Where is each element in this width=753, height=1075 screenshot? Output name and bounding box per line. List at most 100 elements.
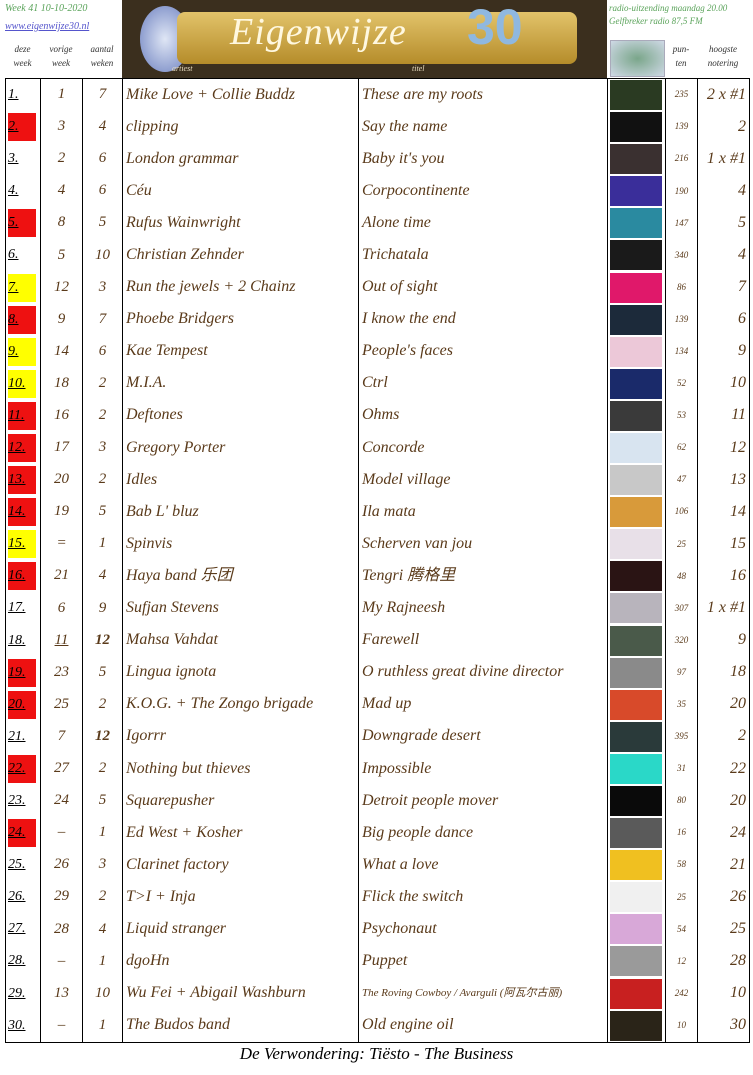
- highest-position: 2: [697, 720, 750, 753]
- footer-note: De Verwondering: Tiësto - The Business: [239, 1044, 514, 1063]
- previous-week: 5: [40, 239, 83, 272]
- points: 340: [665, 239, 698, 272]
- album-cover-image: [610, 978, 662, 1009]
- highest-position: 25: [697, 913, 750, 946]
- previous-week: 19: [40, 496, 83, 529]
- rank: 28.: [5, 945, 41, 978]
- rank: 29.: [5, 977, 41, 1010]
- weeks-count: 3: [82, 849, 123, 882]
- song-title: Concorde: [358, 431, 608, 465]
- highest-position: 6: [697, 303, 750, 336]
- album-cover-image: [610, 465, 662, 496]
- previous-week: 25: [40, 688, 83, 721]
- banner-bar: [177, 12, 577, 64]
- points: 25: [665, 528, 698, 561]
- artist: Mahsa Vahdat: [122, 624, 359, 657]
- highest-position: 9: [697, 335, 750, 368]
- highest-position: 11: [697, 399, 750, 432]
- artist: Run the jewels + 2 Chainz: [122, 271, 359, 304]
- artist: Haya band 乐团: [122, 560, 359, 593]
- points: 307: [665, 592, 698, 625]
- col-this-week-line1: deze: [14, 44, 31, 54]
- cover: [607, 752, 666, 785]
- cover: [607, 624, 666, 657]
- rank: 14.: [5, 496, 41, 529]
- rank-value: 14.: [8, 498, 36, 527]
- artist: Mike Love + Collie Buddz: [122, 78, 359, 111]
- rank-value: 25.: [8, 857, 26, 873]
- cover: [607, 560, 666, 593]
- album-cover-image: [610, 850, 662, 881]
- points: 320: [665, 624, 698, 657]
- rank: 19.: [5, 656, 41, 689]
- points: 53: [665, 399, 698, 432]
- artist: Kae Tempest: [122, 335, 359, 368]
- album-cover-image: [610, 497, 662, 528]
- points: 139: [665, 111, 698, 144]
- rank-value: 19.: [8, 658, 36, 687]
- weeks-count: 2: [82, 688, 123, 721]
- album-cover-image: [610, 593, 662, 624]
- points: 25: [665, 881, 698, 914]
- highest-position: 12: [697, 431, 750, 465]
- previous-week: 29: [40, 881, 83, 914]
- rank: 7.: [5, 271, 41, 304]
- points: 80: [665, 784, 698, 818]
- table-row: 26. 29 2 T>I + Inja Flick the switch 25 26: [5, 881, 750, 914]
- artist: The Budos band: [122, 1009, 359, 1043]
- points: 86: [665, 271, 698, 304]
- points: 139: [665, 303, 698, 336]
- artist: London grammar: [122, 143, 359, 176]
- label-artist: artiest: [172, 64, 193, 73]
- artist: Sufjan Stevens: [122, 592, 359, 625]
- table-row: 14. 19 5 Bab L' bluz Ila mata 106 14: [5, 496, 750, 529]
- rank: 22.: [5, 752, 41, 785]
- rank: 1.: [5, 78, 41, 111]
- rank: 8.: [5, 303, 41, 336]
- weeks-count: 1: [82, 945, 123, 978]
- rank-value: 24.: [8, 819, 36, 848]
- album-cover-image: [610, 368, 662, 399]
- artist: Spinvis: [122, 528, 359, 561]
- rank: 24.: [5, 817, 41, 850]
- rank-value: 7.: [8, 273, 36, 302]
- points: 242: [665, 977, 698, 1010]
- weeks-count: 9: [82, 592, 123, 625]
- rank: 4.: [5, 175, 41, 208]
- points: 16: [665, 817, 698, 850]
- artist: Gregory Porter: [122, 431, 359, 465]
- rank-value: 3.: [8, 151, 19, 167]
- rank-value: 16.: [8, 562, 36, 591]
- rank: 27.: [5, 913, 41, 946]
- previous-week: –: [40, 945, 83, 978]
- cover: [607, 881, 666, 914]
- weeks-count: 4: [82, 560, 123, 593]
- rank-value: 28.: [8, 953, 26, 969]
- website-link[interactable]: www.eigenwijze30.nl: [5, 21, 90, 32]
- rank-value: 11.: [8, 401, 36, 430]
- song-title: Out of sight: [358, 271, 608, 304]
- table-row: 9. 14 6 Kae Tempest People's faces 134 9: [5, 335, 750, 368]
- song-title: Psychonaut: [358, 913, 608, 946]
- highest-position: 15: [697, 528, 750, 561]
- table-row: 25. 26 3 Clarinet factory What a love 58 21: [5, 849, 750, 882]
- highest-position: 4: [697, 239, 750, 272]
- artist: Clarinet factory: [122, 849, 359, 882]
- weeks-count: 1: [82, 1009, 123, 1043]
- chart-table: 1. 1 7 Mike Love + Collie Buddz These are my…: [5, 78, 750, 1043]
- weeks-count: 6: [82, 335, 123, 368]
- table-row: 8. 9 7 Phoebe Bridgers I know the end 139 6: [5, 303, 750, 336]
- rank-value: 4.: [8, 183, 19, 199]
- points: 106: [665, 496, 698, 529]
- col-weeks: aantal weken: [82, 42, 122, 70]
- points: 12: [665, 945, 698, 978]
- col-weeks-line2: weken: [90, 58, 114, 68]
- rank-value: 13.: [8, 466, 36, 495]
- col-prev-week: vorige week: [40, 42, 82, 70]
- col-points-line2: ten: [675, 58, 687, 68]
- points: 48: [665, 560, 698, 593]
- artist: Idles: [122, 464, 359, 497]
- table-row: 30. –1 The Budos band Old engine oil 10 30: [5, 1009, 750, 1043]
- artist: Wu Fei + Abigail Washburn: [122, 977, 359, 1010]
- previous-week: =: [40, 528, 83, 561]
